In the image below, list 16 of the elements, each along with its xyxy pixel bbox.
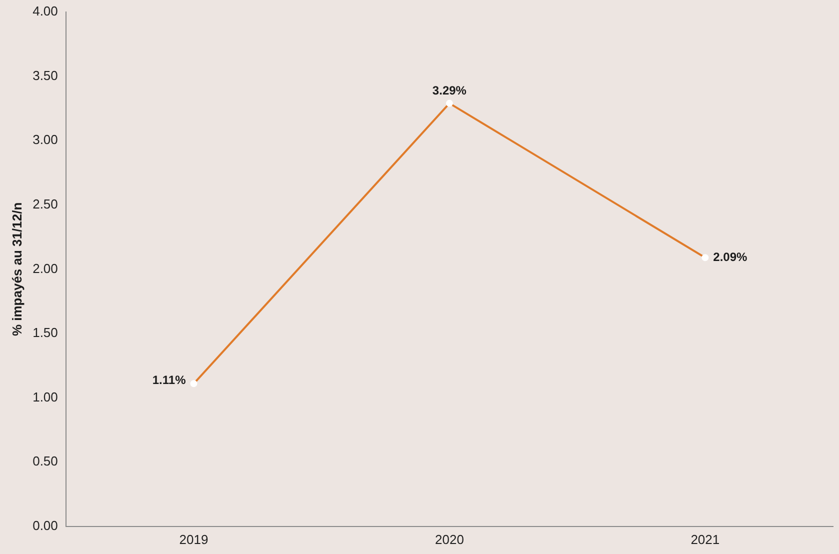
y-tick-label: 4.00 bbox=[32, 4, 58, 19]
y-axis-title: % impayés au 31/12/n bbox=[9, 202, 24, 336]
data-label: 2.09% bbox=[713, 250, 748, 264]
data-label: 3.29% bbox=[432, 84, 467, 98]
x-tick-label: 2021 bbox=[690, 532, 720, 547]
x-tick-label: 2019 bbox=[179, 532, 208, 547]
y-tick-label: 0.50 bbox=[32, 454, 58, 469]
y-tick-label: 2.00 bbox=[32, 260, 58, 276]
y-tick-label: 2.50 bbox=[32, 196, 58, 212]
y-tick-label: 3.00 bbox=[32, 132, 58, 148]
x-tick-label: 2020 bbox=[434, 532, 464, 547]
data-label: 1.11% bbox=[152, 372, 186, 387]
y-tick-label: 0.00 bbox=[32, 518, 58, 533]
y-tick-label: 1.00 bbox=[32, 389, 58, 404]
y-tick-label: 3.50 bbox=[32, 68, 58, 83]
y-tick-label: 1.50 bbox=[32, 325, 58, 340]
